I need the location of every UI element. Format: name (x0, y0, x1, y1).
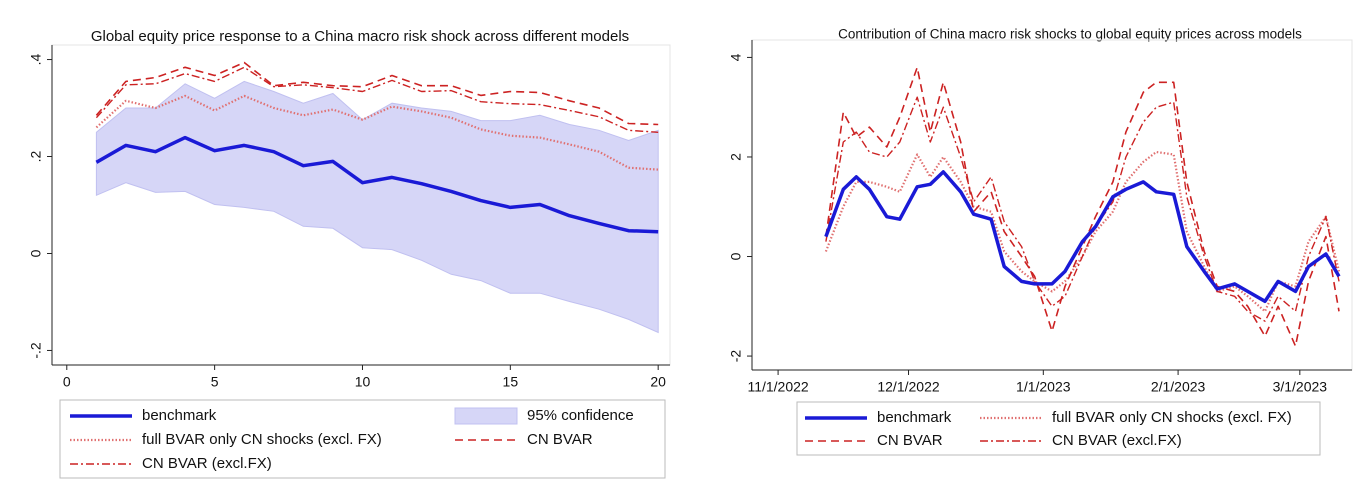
x-tick-label: 2/1/2023 (1151, 379, 1206, 395)
series-line (95, 66, 659, 133)
legend-label: 95% confidence (527, 407, 634, 424)
y-tick-label: 2 (728, 153, 744, 161)
legend-label: full BVAR only CN shocks (excl. FX) (142, 431, 382, 448)
x-tick-label: 15 (503, 374, 519, 390)
series-line (825, 96, 1340, 322)
y-tick-label: 0 (728, 252, 744, 260)
y-tick-label: 4 (728, 53, 744, 61)
x-tick-label: 1/1/2023 (1016, 379, 1071, 395)
legend-label: CN BVAR (527, 431, 593, 448)
y-tick-label: -.2 (28, 342, 44, 359)
legend-swatch (454, 407, 518, 425)
legend-label: full BVAR only CN shocks (excl. FX) (1052, 409, 1292, 426)
confidence-band (95, 80, 659, 334)
x-tick-label: 3/1/2023 (1273, 379, 1328, 395)
x-tick-label: 5 (211, 374, 219, 390)
series-line (95, 94, 659, 171)
y-tick-label: -2 (728, 350, 744, 363)
x-tick-label: 12/1/2022 (877, 379, 939, 395)
legend-label: benchmark (142, 407, 217, 424)
series-line (825, 66, 1340, 347)
chart-title: Contribution of China macro risk shocks … (838, 27, 1302, 42)
legend-label: benchmark (877, 409, 952, 426)
x-tick-label: 20 (650, 374, 666, 390)
legend-box (59, 399, 666, 479)
y-tick-label: 0 (28, 249, 44, 257)
chart-title: Global equity price response to a China … (91, 28, 629, 45)
x-tick-label: 0 (63, 374, 71, 390)
legend-label: CN BVAR (excl.FX) (142, 455, 272, 472)
legend-label: CN BVAR (877, 432, 943, 449)
y-tick-label: .2 (28, 150, 44, 162)
legend-label: CN BVAR (excl.FX) (1052, 432, 1182, 449)
series-line (95, 135, 659, 234)
x-tick-label: 10 (355, 374, 371, 390)
x-tick-label: 11/1/2022 (747, 379, 808, 395)
series-line (824, 170, 1341, 304)
y-tick-label: .4 (28, 53, 44, 65)
legend-box (796, 401, 1321, 456)
series-line (95, 61, 659, 126)
